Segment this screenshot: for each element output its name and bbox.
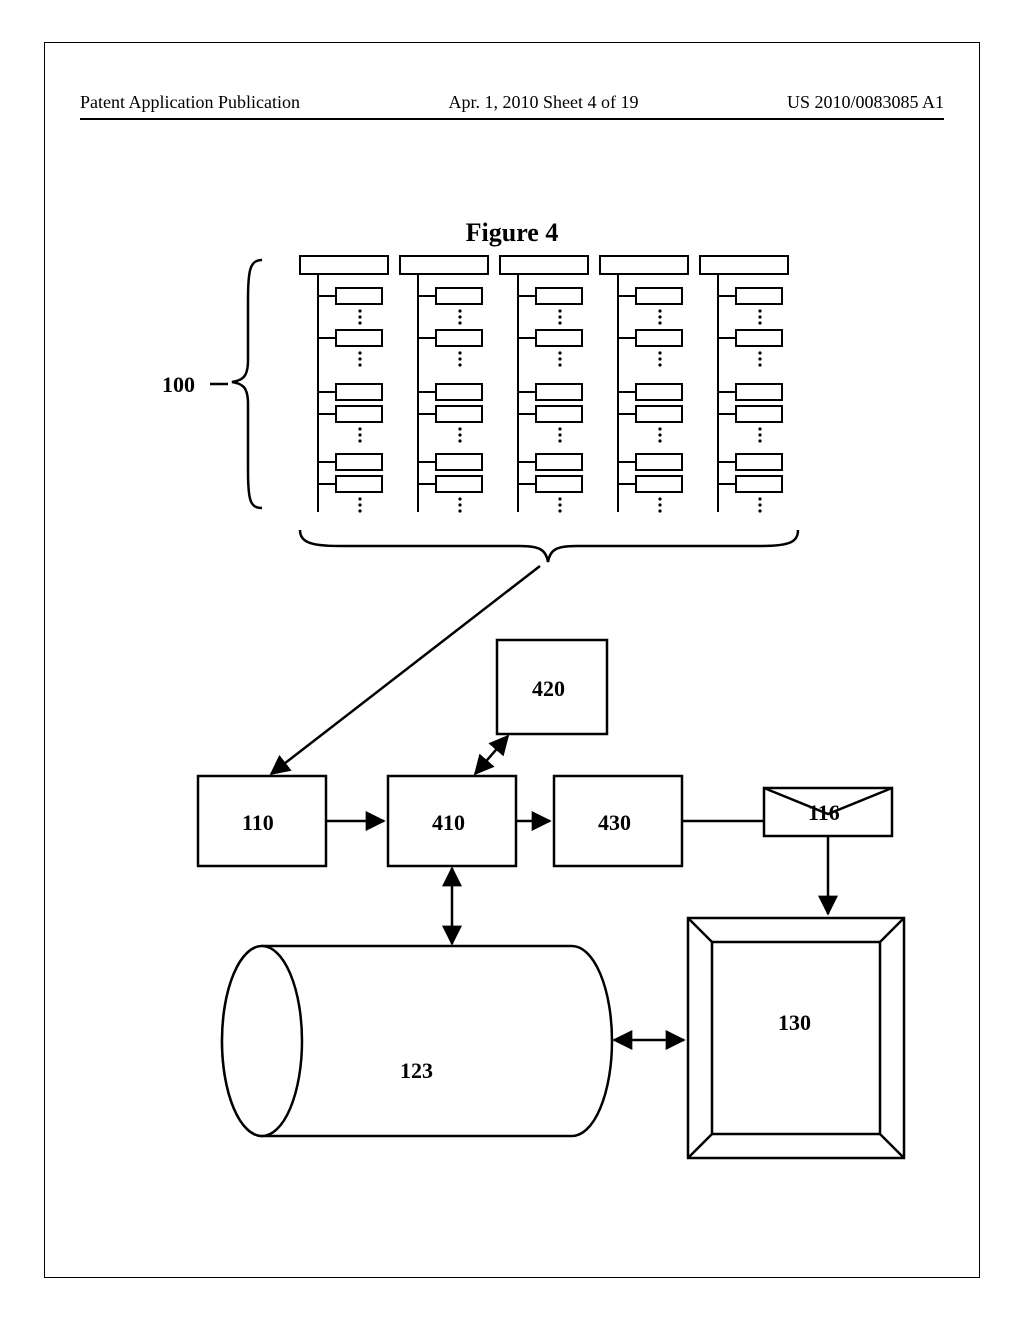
label-110: 110 [242,810,274,836]
diagram-canvas [0,0,1024,1320]
label-116: 116 [808,800,840,826]
label-410: 410 [432,810,465,836]
label-123: 123 [400,1058,433,1084]
label-430: 430 [598,810,631,836]
label-100: 100 [162,372,195,398]
label-420: 420 [532,676,565,702]
label-130: 130 [778,1010,811,1036]
